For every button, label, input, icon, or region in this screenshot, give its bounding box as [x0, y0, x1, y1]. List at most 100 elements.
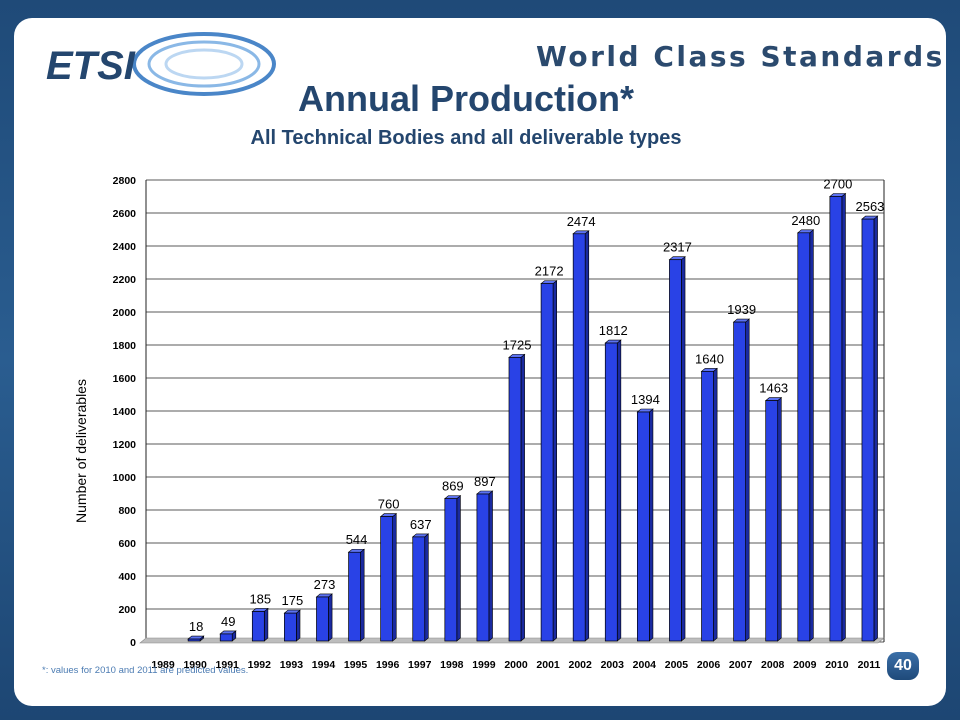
- bar: [316, 596, 329, 642]
- data-label: 1939: [727, 302, 756, 317]
- bar: [669, 259, 682, 642]
- data-label: 544: [346, 532, 368, 547]
- bar: [829, 196, 843, 642]
- bar: [540, 283, 554, 642]
- bar: [412, 536, 426, 642]
- data-label: 869: [442, 479, 464, 494]
- x-tick-label: 2011: [858, 659, 881, 671]
- data-label: 1640: [695, 351, 724, 366]
- data-label: 1463: [759, 381, 788, 396]
- y-tick-label: 1600: [113, 373, 137, 385]
- tagline: World Class Standards: [536, 40, 945, 73]
- y-tick-label: 1800: [113, 340, 137, 352]
- x-tick-label: 1993: [280, 659, 304, 671]
- data-label: 185: [249, 591, 271, 606]
- x-tick-label: 1992: [248, 659, 272, 671]
- bar-side: [809, 229, 814, 642]
- y-tick-label: 600: [118, 538, 136, 550]
- bar-side: [424, 533, 429, 642]
- chart-subtitle: All Technical Bodies and all deliverable…: [250, 127, 682, 149]
- x-tick-label: 2003: [601, 659, 625, 671]
- x-tick-label: 2001: [536, 659, 560, 671]
- x-tick-label: 1989: [151, 659, 175, 671]
- bar-side: [745, 318, 750, 642]
- data-label: 760: [378, 497, 400, 512]
- bar: [636, 411, 650, 642]
- bar: [444, 498, 458, 642]
- bar: [476, 493, 490, 642]
- bar: [765, 400, 779, 642]
- y-tick-label: 2800: [113, 175, 137, 187]
- bar: [187, 638, 201, 642]
- x-tick-label: 1995: [344, 659, 368, 671]
- page-number-badge: 40: [887, 652, 919, 680]
- bar-side: [488, 490, 493, 642]
- bar-side: [328, 593, 333, 642]
- bar: [604, 342, 618, 642]
- bar-side: [649, 408, 654, 642]
- data-label: 2563: [855, 199, 884, 214]
- footnote: *: values for 2010 and 2011 are predicte…: [42, 665, 249, 676]
- y-tick-label: 2600: [113, 208, 137, 220]
- data-label: 1725: [503, 337, 532, 352]
- data-label: 175: [282, 593, 304, 608]
- bar-side: [264, 607, 269, 642]
- bar: [733, 321, 746, 642]
- x-tick-label: 2010: [825, 659, 849, 671]
- x-tick-label: 2000: [504, 659, 528, 671]
- bar-side: [681, 256, 686, 642]
- bar-side: [584, 230, 590, 642]
- y-tick-label: 2000: [113, 307, 137, 319]
- bar-side: [296, 609, 301, 642]
- data-label: 1812: [599, 323, 628, 338]
- bar: [861, 218, 875, 642]
- data-label: 1394: [631, 392, 660, 407]
- bar: [348, 551, 361, 642]
- y-axis-label: Number of deliverables: [73, 379, 89, 523]
- y-tick-label: 1000: [113, 472, 137, 484]
- data-label: 49: [221, 614, 235, 629]
- x-tick-label: 1994: [312, 659, 336, 671]
- x-tick-label: 1991: [216, 659, 240, 671]
- bar: [380, 516, 394, 642]
- bar-side: [713, 367, 718, 642]
- data-label: 2172: [535, 264, 564, 279]
- x-tick-label: 2008: [761, 659, 785, 671]
- x-tick-label: 1999: [472, 659, 496, 671]
- bar-side: [841, 192, 846, 642]
- data-label: 637: [410, 517, 432, 532]
- data-label: 2480: [791, 213, 820, 228]
- chart-title: Annual Production*: [298, 78, 634, 119]
- bar: [508, 357, 522, 642]
- data-label: 18: [189, 619, 203, 634]
- x-tick-label: 2004: [633, 659, 657, 671]
- data-label: 273: [314, 577, 336, 592]
- y-tick-label: 1200: [113, 439, 137, 451]
- y-tick-label: 0: [130, 637, 136, 649]
- data-label: 2474: [567, 214, 596, 229]
- y-tick-label: 200: [118, 604, 136, 616]
- etsi-logo-text: ETSI: [46, 44, 136, 88]
- bar-side: [520, 353, 525, 642]
- x-tick-label: 1997: [408, 659, 432, 671]
- x-tick-label: 1996: [376, 659, 400, 671]
- bar-side: [873, 215, 878, 642]
- bar: [572, 233, 586, 642]
- bar: [797, 232, 811, 642]
- bar-side: [456, 494, 461, 642]
- x-tick-label: 2002: [568, 659, 592, 671]
- y-tick-label: 2200: [113, 274, 137, 286]
- data-label: 2700: [823, 177, 852, 192]
- bar-side: [616, 339, 622, 642]
- y-tick-label: 800: [118, 505, 136, 517]
- bar: [219, 633, 233, 642]
- y-tick-label: 1400: [113, 406, 137, 418]
- bar-side: [360, 548, 365, 642]
- data-label: 2317: [663, 240, 692, 255]
- bar-side: [552, 279, 557, 642]
- bar-side: [392, 512, 397, 642]
- x-tick-label: 2005: [665, 659, 689, 671]
- x-tick-label: 2006: [697, 659, 721, 671]
- y-tick-label: 2400: [113, 241, 137, 253]
